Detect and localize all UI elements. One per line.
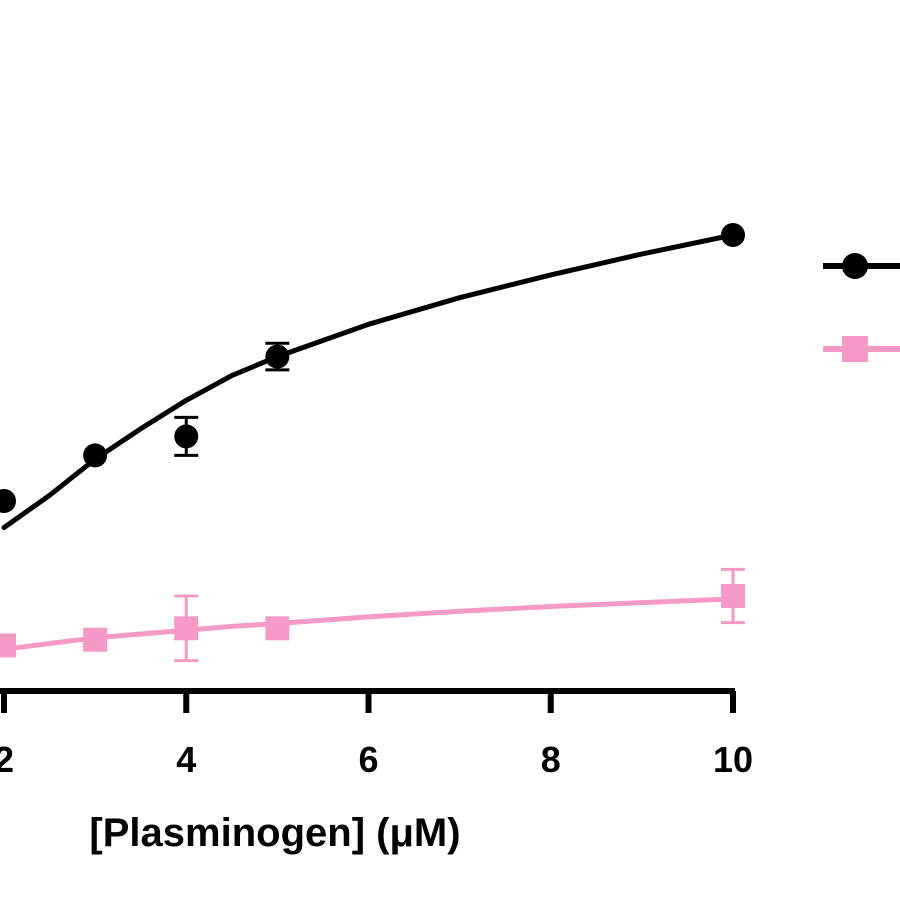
x-tick-label: 2 bbox=[0, 739, 14, 780]
legend-entry-2 bbox=[823, 336, 900, 362]
fit-curves bbox=[1, 232, 736, 652]
data-point bbox=[0, 489, 16, 513]
data-point bbox=[0, 633, 16, 658]
x-tick-label: 8 bbox=[541, 739, 561, 780]
data-point bbox=[174, 616, 199, 641]
data-point bbox=[83, 627, 108, 652]
data-point bbox=[83, 443, 108, 468]
data-point bbox=[174, 424, 199, 449]
legend bbox=[823, 253, 900, 362]
x-axis-title: [Plasminogen] (μM) bbox=[89, 811, 460, 855]
data-point bbox=[265, 616, 290, 641]
fit-curve-series-1 bbox=[1, 232, 736, 531]
data-point bbox=[721, 223, 745, 247]
x-tick-label: 6 bbox=[358, 739, 378, 780]
legend-entry-1 bbox=[823, 253, 900, 279]
data-point bbox=[721, 584, 745, 608]
x-tick-label: 10 bbox=[713, 739, 753, 780]
data-points bbox=[0, 223, 745, 658]
fit-curve-series-2 bbox=[1, 596, 736, 652]
x-axis-ticks: 2 4 6 8 10 bbox=[0, 691, 753, 780]
x-tick-label: 4 bbox=[176, 739, 196, 780]
data-point bbox=[265, 344, 290, 369]
